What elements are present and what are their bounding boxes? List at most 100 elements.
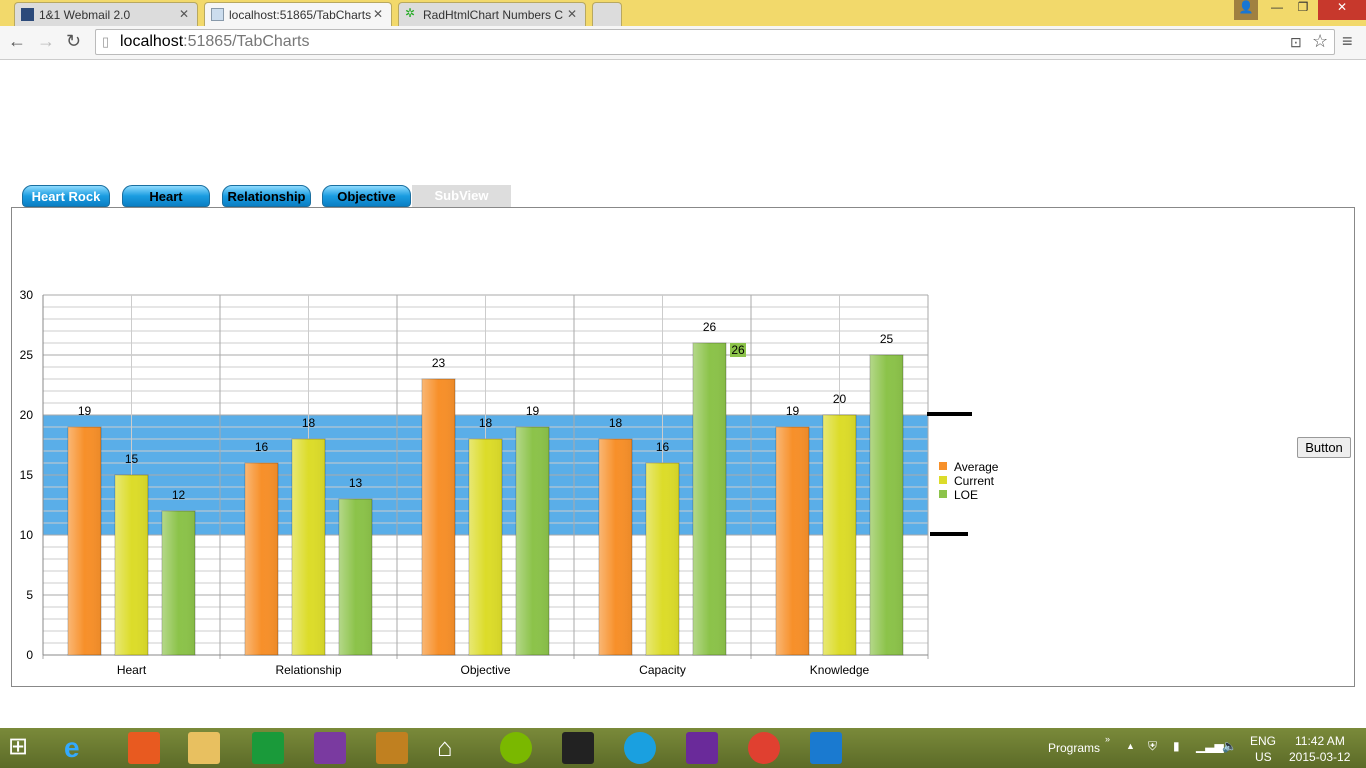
x-tick-label: Heart bbox=[117, 663, 147, 677]
highlight-label: 26 bbox=[731, 343, 745, 357]
bar-shine bbox=[823, 415, 856, 655]
photos-icon[interactable] bbox=[128, 732, 160, 764]
user-icon[interactable]: 👤 bbox=[1234, 0, 1258, 20]
tab-subview[interactable]: SubView bbox=[412, 185, 511, 207]
reload-icon[interactable]: ↻ bbox=[66, 31, 82, 51]
y-tick-label: 25 bbox=[20, 348, 34, 362]
x-tick-label: Capacity bbox=[639, 663, 686, 677]
chrome-icon[interactable] bbox=[748, 732, 780, 764]
region[interactable]: US bbox=[1255, 750, 1272, 764]
close-icon[interactable]: ✕ bbox=[178, 7, 189, 21]
volume-icon[interactable]: 🔈 bbox=[1222, 739, 1237, 753]
y-tick-label: 15 bbox=[20, 468, 34, 482]
explorer-icon[interactable] bbox=[188, 732, 220, 764]
menu-icon[interactable]: ≡ bbox=[1342, 31, 1353, 51]
data-label: 12 bbox=[172, 488, 186, 502]
battery-icon[interactable]: ▮ bbox=[1173, 739, 1180, 753]
tab-label: RadHtmlChart Numbers C bbox=[423, 8, 564, 22]
legend-label: Current bbox=[954, 474, 995, 488]
bar-shine bbox=[292, 439, 325, 655]
bar-shine bbox=[115, 475, 148, 655]
taskbar: ⊞ e ⌂ Programs » ▲ ⛨ ▮ ▁▃▅ 🔈 ENG US 11:4… bbox=[0, 728, 1366, 768]
bar-shine bbox=[245, 463, 278, 655]
data-label: 19 bbox=[526, 404, 540, 418]
browser-tab[interactable]: 1&1 Webmail 2.0 ✕ bbox=[14, 2, 198, 26]
clock-date[interactable]: 2015-03-12 bbox=[1289, 750, 1351, 764]
notes-icon[interactable] bbox=[376, 732, 408, 764]
data-label: 26 bbox=[703, 320, 717, 334]
bar-shine bbox=[693, 343, 726, 655]
close-icon[interactable]: ✕ bbox=[372, 7, 383, 21]
x-tick-label: Relationship bbox=[275, 663, 341, 677]
page-icon: ▯ bbox=[102, 34, 110, 49]
tab-heart-rock[interactable]: Heart Rock bbox=[22, 185, 110, 207]
bar-shine bbox=[599, 439, 632, 655]
url-path: :51865/TabCharts bbox=[183, 33, 310, 50]
y-tick-label: 5 bbox=[26, 588, 33, 602]
data-label: 20 bbox=[833, 392, 847, 406]
browser-toolbar: ← → ↻ ▯ localhost:51865/TabCharts ⊡ ☆ ≡ bbox=[0, 26, 1366, 60]
address-bar[interactable]: ▯ localhost:51865/TabCharts bbox=[95, 29, 1335, 55]
bar-shine bbox=[646, 463, 679, 655]
x-tick-label: Objective bbox=[460, 663, 510, 677]
data-label: 25 bbox=[880, 332, 894, 346]
legend-swatch bbox=[939, 490, 947, 498]
bar-shine bbox=[422, 379, 455, 655]
new-tab-button[interactable] bbox=[592, 2, 622, 26]
x-tick-label: Knowledge bbox=[810, 663, 870, 677]
extension-icon[interactable]: ⊡ bbox=[1290, 34, 1302, 50]
tab-label: localhost:51865/TabCharts bbox=[229, 8, 372, 22]
data-label: 15 bbox=[125, 452, 139, 466]
start-icon[interactable]: ⊞ bbox=[8, 733, 29, 760]
data-label: 18 bbox=[609, 416, 623, 430]
minimize-button[interactable]: — bbox=[1271, 0, 1283, 14]
restore-button[interactable]: ❐ bbox=[1297, 0, 1309, 14]
browser-tab[interactable]: ✲ RadHtmlChart Numbers C ✕ bbox=[398, 2, 586, 26]
data-label: 23 bbox=[432, 356, 446, 370]
data-label: 19 bbox=[786, 404, 800, 418]
signal-icon[interactable]: ▁▃▅ bbox=[1196, 739, 1224, 753]
tab-relationship[interactable]: Relationship bbox=[222, 185, 311, 207]
visual-studio-icon[interactable] bbox=[686, 732, 718, 764]
y-tick-label: 0 bbox=[26, 648, 33, 662]
browser-tab-active[interactable]: localhost:51865/TabCharts ✕ bbox=[204, 2, 392, 26]
clock-time[interactable]: 11:42 AM bbox=[1295, 734, 1345, 748]
legend-label: LOE bbox=[954, 488, 978, 502]
chevron-icon[interactable]: » bbox=[1105, 734, 1111, 744]
url-host: localhost bbox=[120, 33, 184, 50]
y-tick-label: 30 bbox=[20, 288, 34, 302]
amazon-icon[interactable] bbox=[562, 732, 594, 764]
show-hidden-icon[interactable]: ▲ bbox=[1126, 741, 1135, 751]
bar-shine bbox=[776, 427, 809, 655]
teamviewer-icon[interactable] bbox=[810, 732, 842, 764]
data-label: 16 bbox=[255, 440, 269, 454]
spotify-icon[interactable] bbox=[500, 732, 532, 764]
telerik-icon: ✲ bbox=[405, 6, 416, 20]
bookmark-star-icon[interactable]: ☆ bbox=[1312, 31, 1329, 51]
legend-label: Average bbox=[954, 460, 999, 474]
language[interactable]: ENG bbox=[1250, 734, 1277, 748]
media-icon[interactable] bbox=[314, 732, 346, 764]
y-tick-label: 20 bbox=[20, 408, 34, 422]
back-icon[interactable]: ← bbox=[8, 31, 26, 51]
home-icon[interactable]: ⌂ bbox=[437, 732, 453, 762]
action-button[interactable]: Button bbox=[1297, 437, 1351, 458]
store-icon[interactable] bbox=[252, 732, 284, 764]
bar-shine bbox=[870, 355, 903, 655]
highlight-label-bg bbox=[730, 343, 746, 357]
ie-icon[interactable]: e bbox=[64, 732, 80, 763]
bar-shine bbox=[68, 427, 101, 655]
forward-icon[interactable]: → bbox=[37, 31, 55, 51]
skype-icon[interactable] bbox=[624, 732, 656, 764]
close-window-button[interactable]: ✕ bbox=[1318, 0, 1366, 20]
legend-swatch bbox=[939, 462, 947, 470]
page-icon bbox=[211, 8, 224, 21]
close-icon[interactable]: ✕ bbox=[566, 7, 577, 21]
data-label: 16 bbox=[656, 440, 670, 454]
data-label: 13 bbox=[349, 476, 363, 490]
programs-toolbar[interactable]: Programs bbox=[1048, 741, 1101, 755]
tab-objective[interactable]: Objective bbox=[322, 185, 411, 207]
tab-heart[interactable]: Heart bbox=[122, 185, 210, 207]
security-icon[interactable]: ⛨ bbox=[1148, 739, 1158, 753]
bar-shine bbox=[339, 499, 372, 655]
